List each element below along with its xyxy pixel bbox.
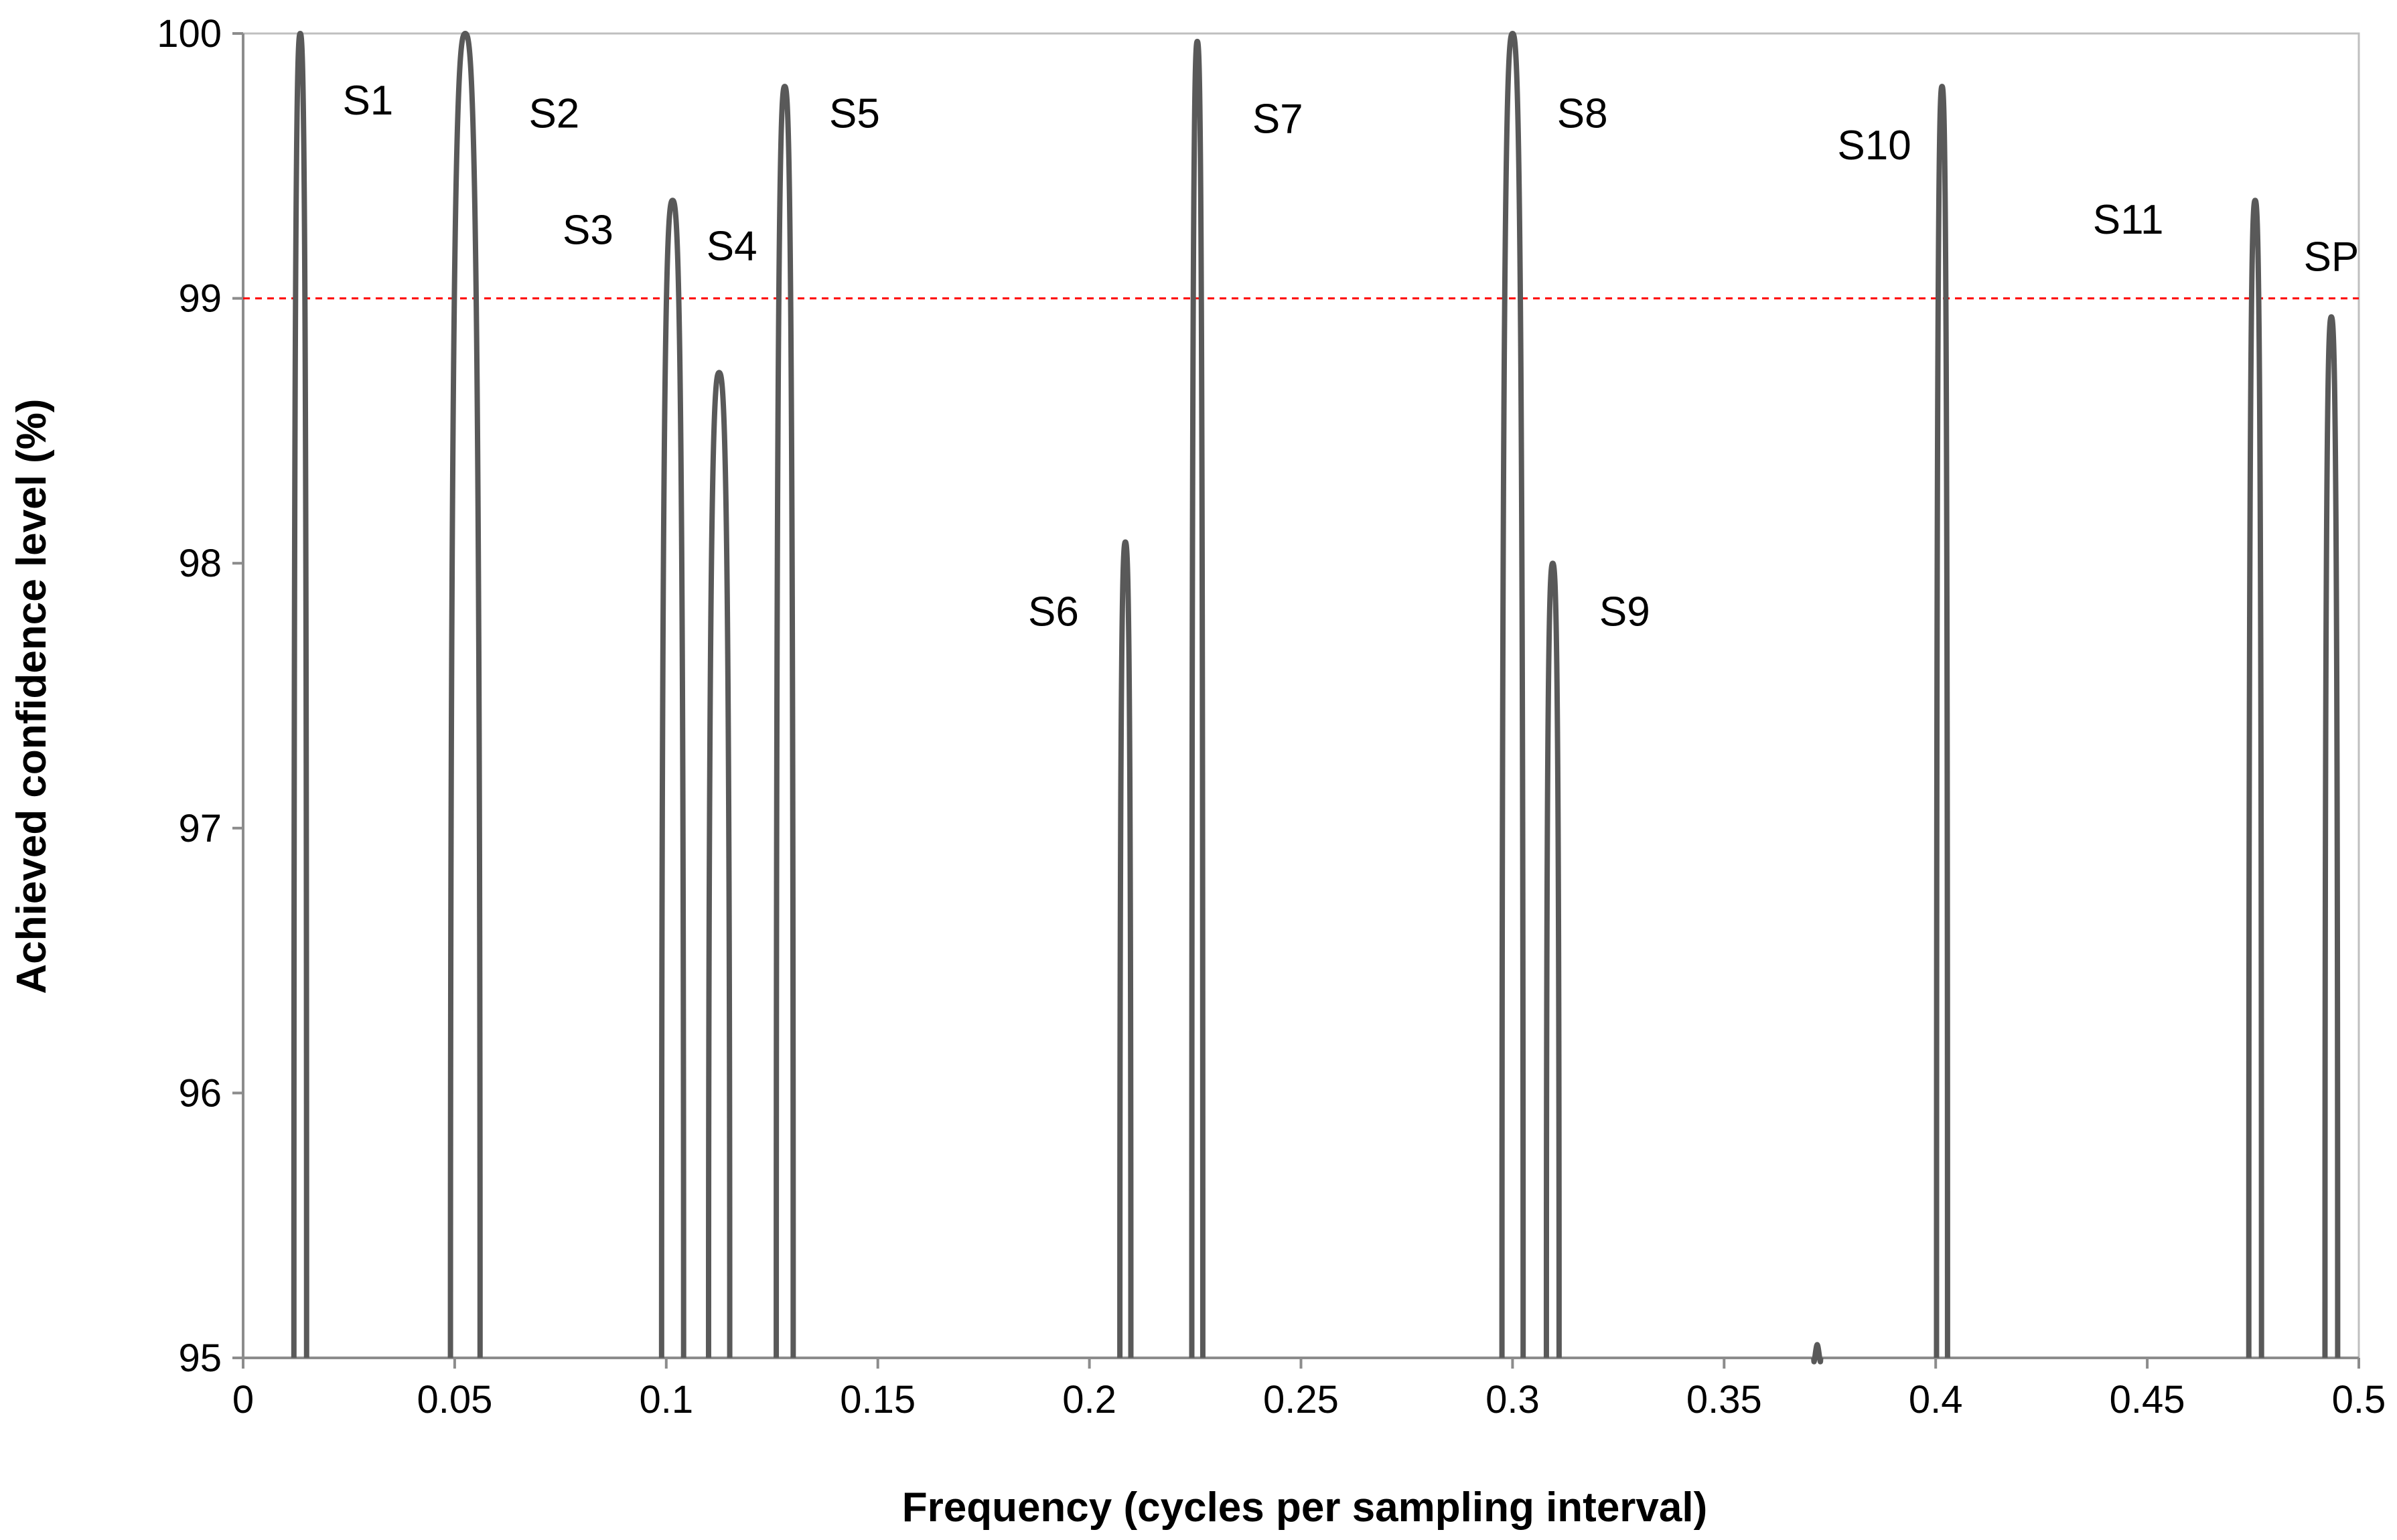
peak-s9 bbox=[1543, 560, 1562, 1359]
x-tick-label: 0.05 bbox=[417, 1378, 492, 1421]
x-tick-label: 0.4 bbox=[1909, 1378, 1963, 1421]
x-tick-label: 0.15 bbox=[840, 1378, 916, 1421]
peak-label-s6: S6 bbox=[1028, 589, 1079, 635]
peak-sp bbox=[2322, 314, 2341, 1359]
peak-label-s2: S2 bbox=[528, 91, 579, 137]
peak-minor bbox=[1811, 1342, 1824, 1365]
x-tick-label: 0.2 bbox=[1062, 1378, 1116, 1421]
peak-label-s9: S9 bbox=[1599, 589, 1650, 635]
x-tick-label: 0.35 bbox=[1686, 1378, 1762, 1421]
peak-s11 bbox=[2246, 198, 2264, 1359]
y-tick-label: 95 bbox=[178, 1336, 222, 1380]
y-tick-label: 100 bbox=[157, 12, 222, 56]
peak-labels: S1 S2 S3 S4 S5 S6 S7 S8 S9 S10 S11 SP bbox=[342, 78, 2359, 635]
peak-label-s11: S11 bbox=[2093, 197, 2164, 243]
peak-s4 bbox=[705, 370, 733, 1359]
peak-s2 bbox=[447, 31, 483, 1359]
peak-s6 bbox=[1117, 539, 1134, 1359]
y-tick-label: 96 bbox=[178, 1071, 222, 1115]
x-tick-label: 0.45 bbox=[2110, 1378, 2185, 1421]
peak-s5 bbox=[774, 84, 796, 1359]
x-tick-label: 0.1 bbox=[639, 1378, 693, 1421]
x-tick-label: 0.3 bbox=[1485, 1378, 1540, 1421]
peak-label-sp: SP bbox=[2304, 234, 2359, 280]
x-tick-label: 0 bbox=[232, 1378, 254, 1421]
peak-label-s8: S8 bbox=[1557, 91, 1608, 137]
peak-s3 bbox=[658, 198, 686, 1359]
y-axis-title: Achieved confidence level (%) bbox=[9, 399, 55, 994]
y-tick-label: 97 bbox=[178, 807, 222, 850]
peak-s8 bbox=[1499, 31, 1526, 1359]
plot-area bbox=[242, 32, 2360, 1359]
peak-label-s3: S3 bbox=[563, 208, 613, 254]
peak-label-s4: S4 bbox=[707, 223, 757, 269]
x-tick-label: 0.5 bbox=[2332, 1378, 2386, 1421]
x-axis-title: Frequency (cycles per sampling interval) bbox=[902, 1484, 1708, 1531]
peak-s1 bbox=[291, 31, 309, 1359]
y-tick-label: 98 bbox=[178, 542, 222, 585]
axes: 0 0.05 0.1 0.15 0.2 0.25 0.3 0.35 0.4 0.45 0.5 95 96… bbox=[157, 12, 2386, 1421]
peak-label-s1: S1 bbox=[342, 78, 393, 124]
peak-s10 bbox=[1934, 84, 1950, 1359]
peak-label-s7: S7 bbox=[1252, 96, 1303, 143]
peak-label-s10: S10 bbox=[1837, 123, 1911, 169]
y-tick-label: 99 bbox=[178, 277, 222, 321]
peak-label-s5: S5 bbox=[829, 91, 880, 137]
peaks bbox=[291, 31, 2341, 1365]
peak-s7 bbox=[1189, 38, 1206, 1359]
x-tick-label: 0.25 bbox=[1263, 1378, 1339, 1421]
